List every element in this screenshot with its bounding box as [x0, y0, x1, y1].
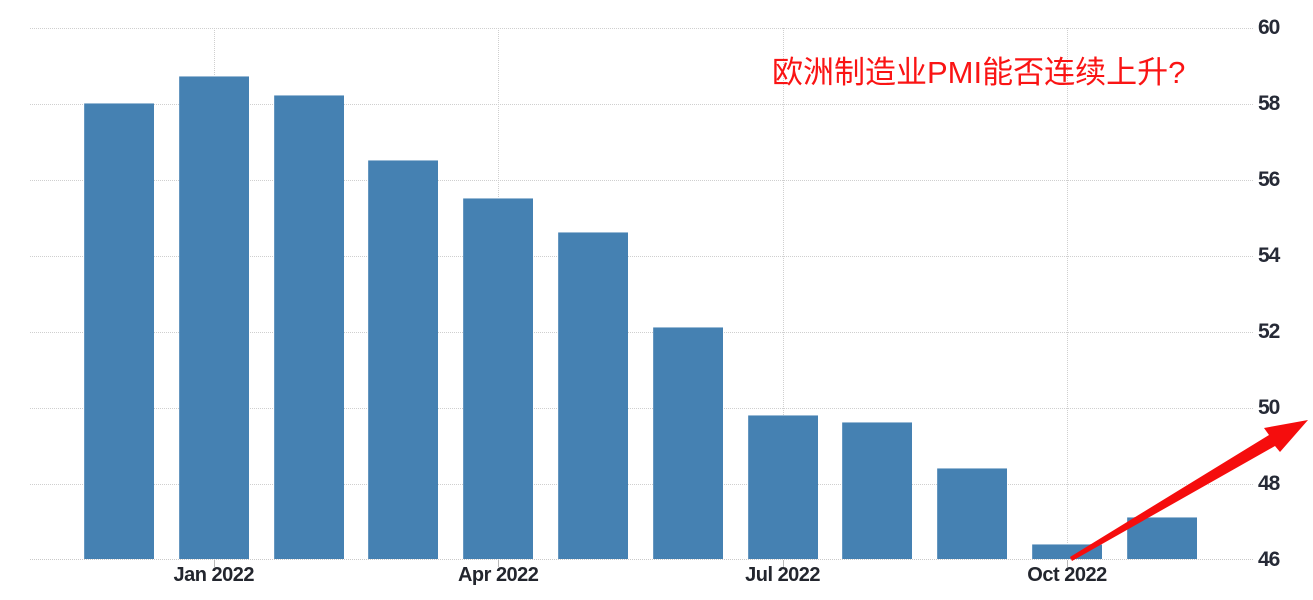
x-tick-label-jul-2022: Jul 2022 — [745, 564, 821, 586]
y-tick-label-54: 54 — [1258, 244, 1280, 267]
plot-area — [30, 28, 1253, 560]
gridline-y-48 — [30, 484, 1253, 485]
x-tick-label-apr-2022: Apr 2022 — [457, 564, 539, 586]
gridline-x-jul-2022 — [782, 28, 784, 559]
gridline-y-60 — [30, 28, 1253, 29]
y-tick-label-60: 60 — [1258, 16, 1280, 39]
x-tick-mark — [498, 560, 500, 567]
bar-aug-2022 — [842, 422, 913, 559]
x-tick-label-jan-2022: Jan 2022 — [173, 564, 255, 586]
y-tick-label-52: 52 — [1258, 320, 1280, 343]
bar-sep-2022 — [937, 468, 1008, 559]
bar-apr-2022 — [463, 198, 534, 559]
bar-jul-2022 — [747, 415, 818, 559]
x-tick-label-oct-2022: Oct 2022 — [1027, 564, 1107, 586]
gridline-y-52 — [30, 332, 1253, 333]
gridline-y-58 — [30, 104, 1253, 105]
bar-feb-2022 — [273, 95, 344, 559]
bar-may-2022 — [558, 232, 628, 559]
annotation-text: 欧洲制造业PMI能否连续上升? — [772, 55, 1186, 90]
bar-nov-2022 — [1126, 517, 1197, 559]
y-tick-label-58: 58 — [1258, 92, 1280, 115]
gridline-x-oct-2022 — [1067, 28, 1068, 559]
gridline-y-54 — [30, 256, 1253, 257]
y-tick-label-48: 48 — [1258, 472, 1280, 495]
x-tick-mark — [782, 560, 784, 567]
bar-oct-2022 — [1032, 544, 1102, 559]
gridline-y-56 — [30, 180, 1253, 181]
y-tick-label-46: 46 — [1258, 548, 1280, 571]
x-tick-mark — [213, 560, 215, 567]
y-tick-label-50: 50 — [1258, 396, 1280, 419]
x-tick-mark — [1067, 560, 1068, 567]
bar-mar-2022 — [368, 160, 439, 559]
bar-jun-2022 — [652, 327, 723, 559]
y-tick-label-56: 56 — [1258, 168, 1280, 191]
gridline-y-50 — [30, 408, 1253, 409]
bar-jan-2022 — [178, 76, 249, 559]
bar-dec-2021 — [84, 103, 154, 559]
